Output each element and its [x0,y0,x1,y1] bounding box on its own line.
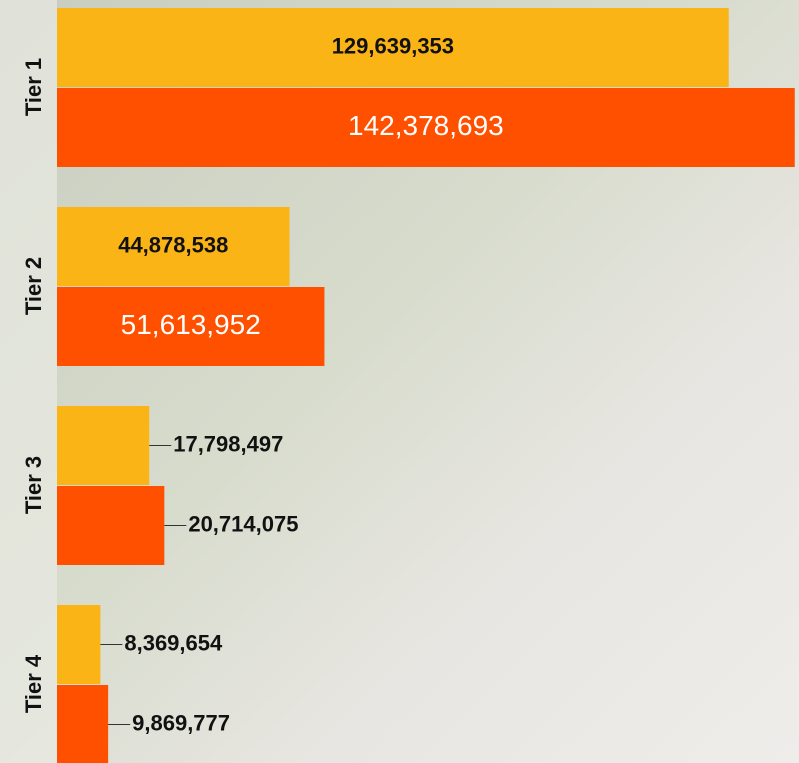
value-label: 17,798,497 [173,431,283,456]
bar [57,406,150,485]
category-label: Tier 3 [21,456,46,514]
bar [57,8,729,87]
bar [57,486,165,565]
bar [57,88,795,167]
bar [57,287,325,366]
bar [57,685,109,763]
bar [57,605,101,684]
value-label: 9,869,777 [132,710,230,735]
category-label: Tier 1 [21,58,46,116]
value-label: 51,613,952 [121,309,261,340]
bar [57,207,290,286]
value-label: 129,639,353 [332,33,454,58]
category-label: Tier 4 [21,654,46,713]
label-panel [0,0,57,763]
value-label: 20,714,075 [188,511,298,536]
value-label: 44,878,538 [118,232,228,257]
value-label: 8,369,654 [124,630,223,655]
value-label: 142,378,693 [348,110,504,141]
category-label: Tier 2 [21,257,46,315]
